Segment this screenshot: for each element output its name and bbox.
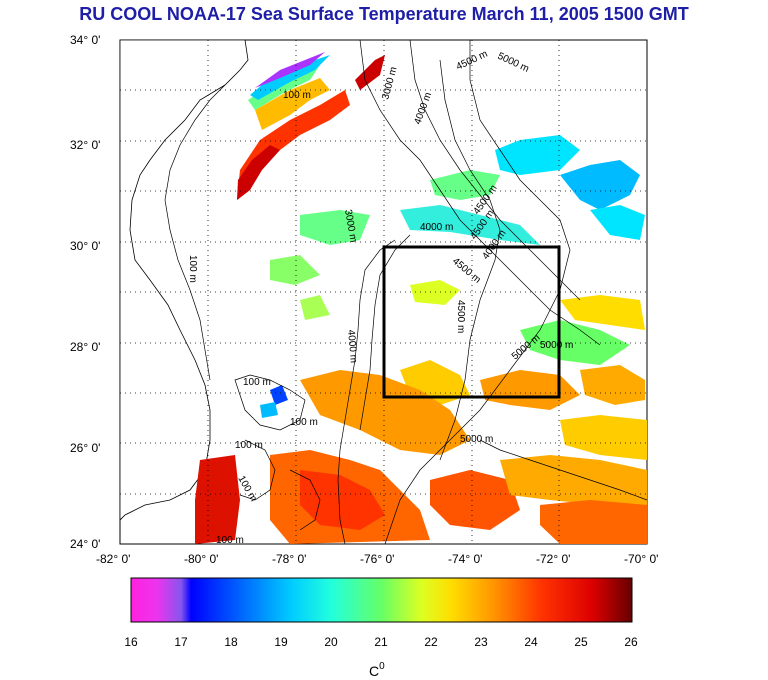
colorbar-unit-label: C0 [369,661,385,679]
colorbar-tick-label: 23 [474,635,488,649]
longitude-axis: -82° 0' -80° 0' -78° 0' -76° 0' -74° 0' … [96,552,658,566]
lon-tick-label: -80° 0' [184,552,218,566]
colorbar-tick-label: 19 [274,635,288,649]
contour-label: 4500 m [455,300,466,333]
contour-label: 100 m [243,377,271,388]
colorbar-tick-label: 20 [324,635,338,649]
lon-tick-label: -76° 0' [360,552,394,566]
contour-label: 100 m [216,535,244,546]
contour-label: 100 m [290,417,318,428]
lon-tick-label: -70° 0' [624,552,658,566]
contour-label: 4000 m [420,222,453,233]
lon-tick-label: -72° 0' [536,552,570,566]
map-title: RU COOL NOAA-17 Sea Surface Temperature … [79,4,689,24]
graticule [120,40,647,544]
lat-tick-label: 24° 0' [70,537,100,551]
lon-tick-label: -82° 0' [96,552,130,566]
contour-label: 100 m [283,90,311,101]
contour-label: 5000 m [460,434,493,445]
lon-tick-label: -78° 0' [272,552,306,566]
colorbar-tick-label: 17 [174,635,188,649]
colorbar-tick-label: 25 [574,635,588,649]
colorbar-tick-label: 16 [124,635,138,649]
colorbar-ticks: 16 17 18 19 20 21 22 23 24 25 26 [124,635,638,649]
unit-superscript: 0 [379,661,385,672]
colorbar: 16 17 18 19 20 21 22 23 24 25 26 C0 [124,577,638,679]
lat-tick-label: 34° 0' [70,33,100,47]
study-region-box [382,245,561,399]
colorbar-tick-label: 24 [524,635,538,649]
contour-label: 100 m [235,440,263,451]
lon-tick-label: -74° 0' [448,552,482,566]
unit-letter: C [369,663,379,679]
lat-tick-label: 26° 0' [70,441,100,455]
bathymetry-contours [164,40,647,544]
colorbar-tick-label: 26 [624,635,638,649]
colorbar-tick-label: 18 [224,635,238,649]
contour-label: 100 m [187,255,198,283]
colorbar-tick-label: 22 [424,635,438,649]
contour-label: 4000 m [345,329,359,363]
map-panel: 100 m 100 m 100 m 100 m 100 m 100 m 3000… [119,39,648,546]
latitude-axis: 34° 0' 32° 0' 30° 0' 28° 0' 26° 0' 24° 0… [70,33,100,551]
colorbar-tick-label: 21 [374,635,388,649]
florida-coastline [120,40,249,521]
sst-data-layer [195,52,647,544]
colorbar-gradient [130,577,633,623]
lat-tick-label: 30° 0' [70,239,100,253]
contour-label: 5000 m [540,340,573,351]
lat-tick-label: 28° 0' [70,340,100,354]
lat-tick-label: 32° 0' [70,138,100,152]
